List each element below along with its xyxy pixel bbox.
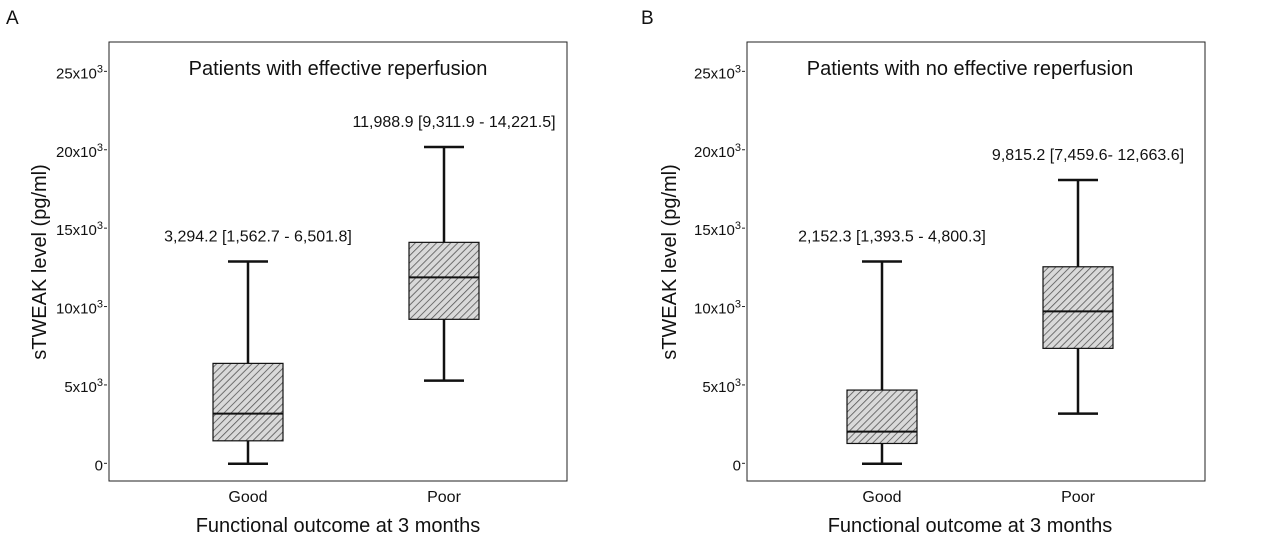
interquartile-box [408,241,480,320]
panel-b-y-tick-label: 0 [733,457,741,474]
panel-b-x-tick-label: Poor [1061,489,1095,506]
median-iqr-label: 9,815.2 [7,459.6- 12,663.6] [992,147,1184,164]
median-iqr-label: 11,988.9 [9,311.9 - 14,221.5] [352,114,555,131]
interquartile-box [1042,266,1114,349]
panel-a-plot-frame [108,41,568,482]
panel-a-y-tick-label: 10x103 [56,299,103,318]
panel-b-boxes: 2,152.3 [1,393.5 - 4,800.3] 9,815.2 [7,45… [798,147,1184,466]
panel-b-x-axis-label: Functional outcome at 3 months [828,515,1113,537]
median-iqr-label: 3,294.2 [1,562.7 - 6,501.8] [164,229,352,246]
panel-a-y-tick-label: 5x103 [64,377,103,396]
panel-b-y-axis-label: sTWEAK level (pg/ml) [659,164,681,360]
panel-a-boxes: 3,294.2 [1,562.7 - 6,501.8] 11,988.9 [9,3… [164,114,556,466]
panel-b-y-tick-label: 25x103 [694,63,741,82]
panel-a-y-axis: 0 5x103 10x103 15x103 20x103 25x103 Good Poor [56,63,462,506]
panel-b-title: Patients with no effective reperfusion [807,58,1133,80]
panel-b-y-tick-label: 15x103 [694,220,741,239]
interquartile-box [212,362,284,442]
panel-a-x-tick-label: Good [228,489,267,506]
panel-b-y-axis: 0 5x103 10x103 15x103 20x103 25x103 Good Poor [694,63,1096,506]
panel-a-y-tick-label: 25x103 [56,63,103,82]
panel-b-box-good: 2,152.3 [1,393.5 - 4,800.3] [798,229,986,466]
panel-a-y-tick-label: 15x103 [56,220,103,239]
median-iqr-label: 2,152.3 [1,393.5 - 4,800.3] [798,229,986,246]
panel-a-box-poor: 11,988.9 [9,311.9 - 14,221.5] [352,114,556,382]
panel-a-x-tick-label: Poor [427,489,461,506]
panel-b-y-tick-label: 5x103 [702,377,741,396]
panel-b-y-tick-label: 20x103 [694,142,741,161]
panel-b-box-poor: 9,815.2 [7,459.6- 12,663.6] [992,147,1184,415]
interquartile-box [846,389,918,445]
panel-b-letter: B [641,8,654,29]
panel-a-y-axis-label: sTWEAK level (pg/ml) [29,164,51,360]
panel-a-box-good: 3,294.2 [1,562.7 - 6,501.8] [164,229,352,466]
panel-a: A Patients with effective reperfusion Fu… [6,8,568,537]
panel-a-y-tick-label: 0 [95,457,103,474]
panel-a-x-axis-label: Functional outcome at 3 months [196,515,481,537]
panel-a-letter: A [6,8,19,29]
panel-a-title: Patients with effective reperfusion [189,58,488,80]
panel-b-x-tick-label: Good [862,489,901,506]
panel-a-y-tick-label: 20x103 [56,142,103,161]
panel-b-y-tick-label: 10x103 [694,299,741,318]
panel-b: B Patients with no effective reperfusion… [641,8,1206,537]
panel-b-plot-frame [746,41,1206,482]
